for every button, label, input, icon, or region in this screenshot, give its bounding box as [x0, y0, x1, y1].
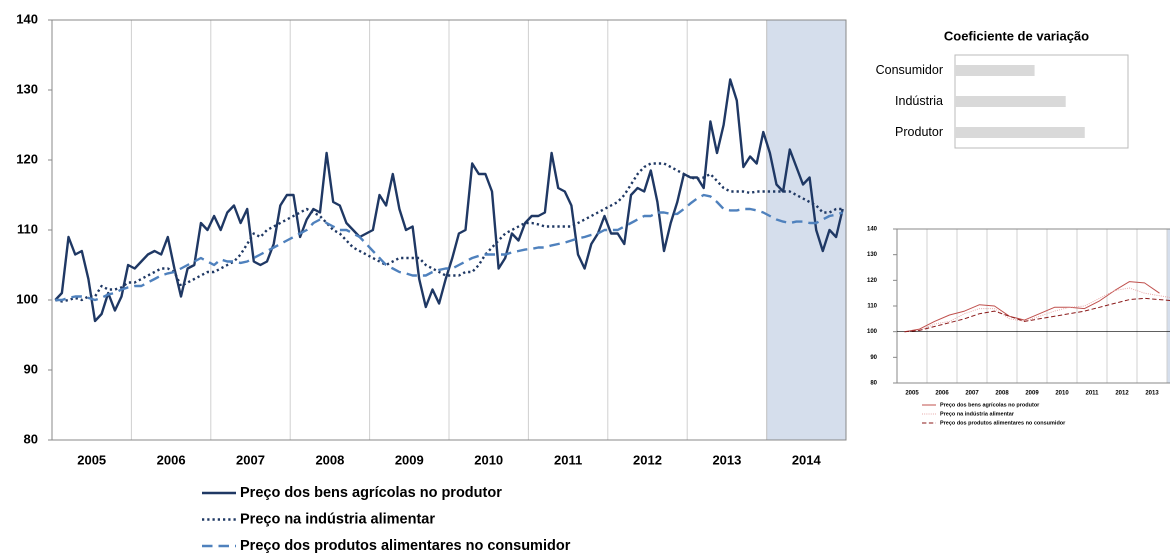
x-tick-label: 2009 [395, 452, 424, 467]
legend-label: Preço dos produtos alimentares no consum… [940, 420, 1066, 426]
y-tick-label: Consumidor [876, 63, 943, 77]
x-tick-label: 2011 [1085, 391, 1099, 397]
y-tick-label: 130 [16, 81, 38, 96]
y-tick-label: 90 [24, 361, 38, 376]
y-tick-label: Indústria [895, 94, 943, 108]
x-tick-label: 2005 [77, 452, 106, 467]
x-tick-label: 2008 [315, 452, 344, 467]
y-tick-label: 90 [870, 355, 877, 361]
y-tick-label: 80 [870, 381, 877, 387]
y-tick-label: 140 [16, 11, 38, 26]
x-tick-label: 2006 [935, 391, 949, 397]
plot-frame [896, 228, 1170, 384]
y-tick-label: 100 [16, 291, 38, 306]
x-tick-label: 2012 [1115, 391, 1129, 397]
y-tick-label: 120 [867, 278, 878, 284]
legend-label: Preço na indústria alimentar [940, 411, 1015, 417]
x-tick-label: 2013 [712, 452, 741, 467]
x-tick-label: 2013 [1145, 391, 1159, 397]
legend-label: Preço dos produtos alimentares no consum… [240, 538, 571, 554]
y-tick-label: 80 [24, 431, 38, 446]
legend-label: Preço dos bens agrícolas no produtor [240, 485, 502, 501]
y-tick-label: 130 [867, 252, 878, 258]
y-tick-label: 110 [17, 221, 38, 236]
x-tick-label: 2010 [1055, 391, 1069, 397]
legend-label: Preço na indústria alimentar [240, 511, 435, 527]
series-line [904, 297, 1170, 333]
series-line [55, 162, 843, 303]
x-tick-label: 2005 [905, 391, 919, 397]
series-line [904, 281, 1160, 333]
highlight-band [766, 19, 847, 441]
legend-label: Preço dos bens agrícolas no produtor [940, 402, 1040, 408]
series-line [55, 193, 844, 302]
y-tick-label: 100 [867, 329, 878, 335]
x-tick-label: 2006 [157, 452, 186, 467]
y-tick-label: 140 [867, 227, 878, 233]
chart-title: Coeficiente de variação [944, 28, 1089, 43]
bar [955, 65, 1035, 76]
bar [955, 127, 1085, 138]
series-line [904, 287, 1170, 333]
y-tick-label: 120 [16, 151, 38, 166]
x-tick-label: 2010 [474, 452, 503, 467]
series-line [54, 78, 844, 323]
x-tick-label: 2011 [554, 452, 582, 467]
x-tick-label: 2008 [995, 391, 1009, 397]
x-tick-label: 2014 [792, 452, 822, 467]
x-tick-label: 2012 [633, 452, 662, 467]
bar [955, 96, 1066, 107]
x-tick-label: 2007 [965, 391, 979, 397]
x-tick-label: 2007 [236, 452, 265, 467]
y-tick-label: 110 [867, 304, 877, 310]
y-tick-label: Produtor [895, 125, 943, 139]
x-tick-label: 2009 [1025, 391, 1039, 397]
